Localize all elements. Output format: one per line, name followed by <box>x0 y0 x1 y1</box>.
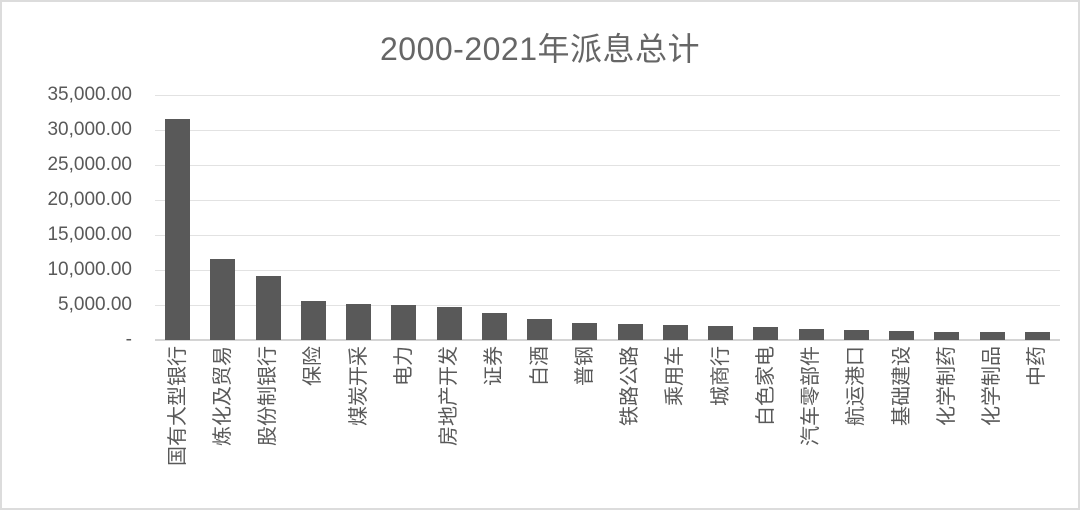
bar-乘用车 <box>662 325 688 340</box>
x-axis-label: 化学制品 <box>981 346 1004 426</box>
plot-area <box>155 95 1060 341</box>
chart-title: 2000-2021年派息总计 <box>379 31 701 67</box>
x-axis-label: 白酒 <box>528 346 551 386</box>
bar-房地产开发 <box>436 307 462 340</box>
bar-城商行 <box>708 326 734 340</box>
bar-铁路公路 <box>617 324 643 340</box>
gridline <box>155 305 1060 306</box>
bar-化学制药 <box>934 332 960 340</box>
gridline <box>155 200 1060 201</box>
y-tick-label: 35,000.00 <box>47 84 132 105</box>
bar-普钢 <box>572 323 598 340</box>
bar-炼化及贸易 <box>210 259 236 340</box>
bar-电力 <box>391 305 417 340</box>
bar-白酒 <box>527 319 553 340</box>
x-axis-label: 铁路公路 <box>619 346 642 426</box>
x-axis-label: 中药 <box>1026 346 1049 386</box>
x-axis-label: 证券 <box>483 346 506 386</box>
bar-基础建设 <box>889 331 915 340</box>
y-tick-label: - <box>125 329 132 350</box>
y-tick-label: 5,000.00 <box>58 294 132 315</box>
bar-证券 <box>481 313 507 340</box>
bar-国有大型银行 <box>165 119 191 340</box>
y-tick-label: 15,000.00 <box>47 224 132 245</box>
y-tick-label: 30,000.00 <box>47 119 132 140</box>
y-tick-label: 25,000.00 <box>47 154 132 175</box>
bar-股份制银行 <box>255 276 281 340</box>
x-axis-label: 白色家电 <box>754 346 777 426</box>
bar-中药 <box>1024 332 1050 340</box>
gridline <box>155 270 1060 271</box>
gridline <box>155 165 1060 166</box>
bar-白色家电 <box>753 327 779 340</box>
y-tick-label: 10,000.00 <box>47 259 132 280</box>
y-tick-label: 20,000.00 <box>47 189 132 210</box>
x-axis-label: 化学制药 <box>935 346 958 426</box>
x-axis-label: 汽车零部件 <box>800 346 823 446</box>
x-axis-label: 股份制银行 <box>257 346 280 446</box>
x-axis: 国有大型银行 炼化及贸易 股份制银行 保险 煤炭开采 电力 房地产开发 证券 白酒 普钢 铁路公路乘… <box>155 346 1060 508</box>
x-axis-label: 乘用车 <box>664 346 687 406</box>
x-axis-label: 普钢 <box>573 346 596 386</box>
bar-汽车零部件 <box>798 329 824 340</box>
y-axis: 35,000.00 30,000.00 25,000.00 20,000.00 15,0… <box>2 2 132 508</box>
x-axis-label: 电力 <box>392 346 415 386</box>
bar-航运港口 <box>843 330 869 340</box>
x-axis-line <box>155 339 1060 341</box>
x-axis-label: 国有大型银行 <box>166 346 189 466</box>
x-axis-label: 城商行 <box>709 346 732 406</box>
x-axis-label: 保险 <box>302 346 325 386</box>
x-axis-label: 基础建设 <box>890 346 913 426</box>
x-axis-label: 航运港口 <box>845 346 868 426</box>
bar-煤炭开采 <box>346 304 372 340</box>
bar-化学制品 <box>979 332 1005 340</box>
gridline <box>155 95 1060 96</box>
bar-保险 <box>300 301 326 340</box>
gridline <box>155 130 1060 131</box>
x-axis-label: 房地产开发 <box>438 346 461 446</box>
gridline <box>155 235 1060 236</box>
x-axis-label: 煤炭开采 <box>347 346 370 426</box>
x-axis-label: 炼化及贸易 <box>211 346 234 446</box>
